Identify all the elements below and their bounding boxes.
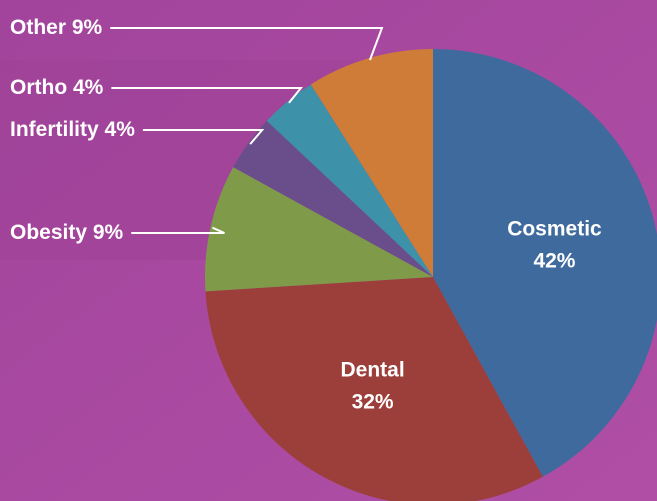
- slice-value-label: 9%: [72, 16, 103, 39]
- slice-category-label: Other: [10, 16, 66, 39]
- pie-slice: [433, 49, 657, 477]
- slice-label: Obesity 9%: [10, 221, 124, 244]
- slice-category-label: Infertility: [10, 118, 99, 141]
- leader-line: [142, 129, 265, 145]
- slice-category-label: Ortho: [10, 76, 67, 99]
- slice-value-label: 9%: [93, 221, 124, 244]
- slice-label: Other 9%: [10, 16, 103, 39]
- slice-label: Ortho 4%: [10, 76, 104, 99]
- pie-slice: [266, 84, 433, 278]
- leader-line: [111, 87, 304, 104]
- pie-slice: [205, 277, 543, 501]
- pie-slice: [310, 49, 433, 277]
- slice-value-label: 42%: [533, 249, 575, 272]
- slice-category-label: Obesity: [10, 221, 87, 244]
- slice-value-label: 4%: [105, 118, 136, 141]
- pie-slice: [205, 167, 433, 292]
- slice-label: Infertility 4%: [10, 118, 135, 141]
- slice-value-label: 4%: [73, 76, 104, 99]
- leader-line: [110, 27, 384, 61]
- leader-line: [131, 226, 225, 234]
- slice-category-label: Cosmetic: [507, 217, 602, 240]
- pie-slice: [233, 120, 433, 277]
- slice-category-label: Dental: [340, 358, 404, 381]
- slice-value-label: 32%: [352, 390, 394, 413]
